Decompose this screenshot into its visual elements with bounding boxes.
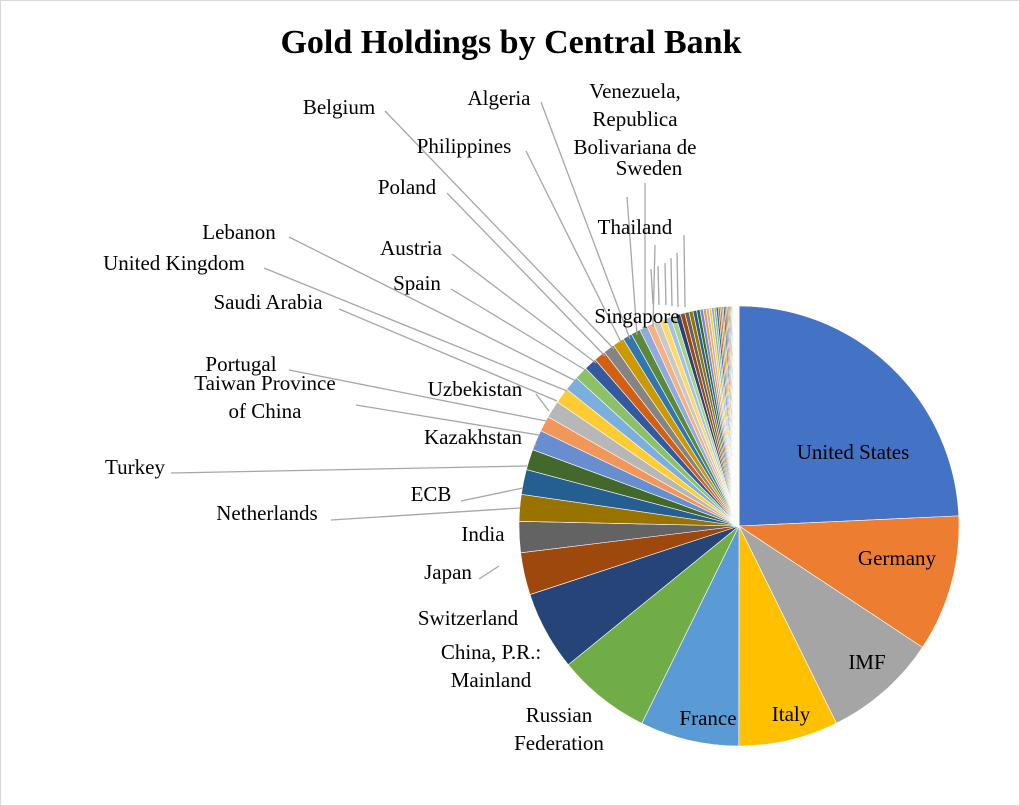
leader-line-minor-5 <box>676 252 679 308</box>
data-label-belgium: Belgium <box>303 95 375 119</box>
leader-line-minor-4 <box>670 257 673 307</box>
data-label-china-p-r-mainland: China, P.R.: Mainland <box>441 640 541 692</box>
data-label-sweden: Sweden <box>616 156 683 180</box>
leader-line-algeria <box>540 101 631 340</box>
leader-line-japan <box>478 565 500 580</box>
leader-line-portugal <box>288 369 547 422</box>
leader-line-thailand <box>652 244 656 328</box>
data-label-venezuela-republica-bolivariana-de: Venezuela, Republica Bolivariana de <box>573 79 696 159</box>
leader-line-austria <box>451 253 597 364</box>
data-label-ecb: ECB <box>411 482 452 506</box>
data-label-imf: IMF <box>848 650 885 674</box>
data-label-russian-federation: Russian Federation <box>514 703 604 755</box>
slice-germany <box>738 515 960 648</box>
data-label-turkey: Turkey <box>105 455 165 479</box>
leader-line-spain <box>450 288 588 372</box>
leader-line-netherlands <box>330 507 521 521</box>
data-label-spain: Spain <box>393 271 441 295</box>
data-label-switzerland: Switzerland <box>418 606 519 630</box>
data-label-philippines: Philippines <box>417 134 512 158</box>
leader-line-minor-3 <box>664 262 667 306</box>
leader-line-taiwan-province-of-china <box>355 404 540 436</box>
data-label-kazakhstan: Kazakhstan <box>424 425 522 449</box>
data-label-austria: Austria <box>380 236 443 260</box>
leader-line-saudi-arabia <box>338 308 558 402</box>
leader-line-belgium <box>384 110 615 350</box>
data-label-united-states: United States <box>797 440 910 464</box>
leader-line-minor-6 <box>683 234 686 308</box>
leader-line-uzbekistan <box>535 393 550 412</box>
slice-italy <box>738 525 837 747</box>
leader-line-philippines <box>525 150 623 345</box>
data-label-netherlands: Netherlands <box>216 501 317 525</box>
leader-line-kazakhstan <box>533 443 537 448</box>
data-label-algeria: Algeria <box>468 86 532 110</box>
data-label-germany: Germany <box>858 546 937 570</box>
leader-line-poland <box>446 192 606 357</box>
data-label-portugal: Portugal <box>205 352 276 376</box>
data-label-lebanon: Lebanon <box>202 220 276 244</box>
data-label-singapore: Singapore <box>594 304 679 328</box>
leader-line-ecb <box>460 487 524 502</box>
data-label-united-kingdom: United Kingdom <box>103 251 245 275</box>
data-label-france: France <box>679 706 736 730</box>
data-label-uzbekistan: Uzbekistan <box>428 377 523 401</box>
chart-title: Gold Holdings by Central Bank <box>280 24 741 61</box>
leader-line-minor-1 <box>650 268 654 305</box>
slice-france <box>641 525 740 747</box>
slice-united-states <box>738 305 960 527</box>
leader-line-minor-2 <box>657 265 660 306</box>
data-label-japan: Japan <box>424 560 472 584</box>
data-label-taiwan-province-of-china: Taiwan Province of China <box>194 371 335 423</box>
data-label-poland: Poland <box>378 175 437 199</box>
data-label-thailand: Thailand <box>598 215 673 239</box>
slice-imf <box>738 525 923 724</box>
data-label-india: India <box>461 522 505 546</box>
leader-line-lebanon <box>288 236 577 382</box>
leader-line-turkey <box>170 465 528 474</box>
leader-line-united-kingdom <box>263 267 568 392</box>
data-label-saudi-arabia: Saudi Arabia <box>213 290 323 314</box>
data-label-italy: Italy <box>772 702 811 726</box>
leader-line-venezuela-republica-bolivariana-de <box>626 196 638 336</box>
